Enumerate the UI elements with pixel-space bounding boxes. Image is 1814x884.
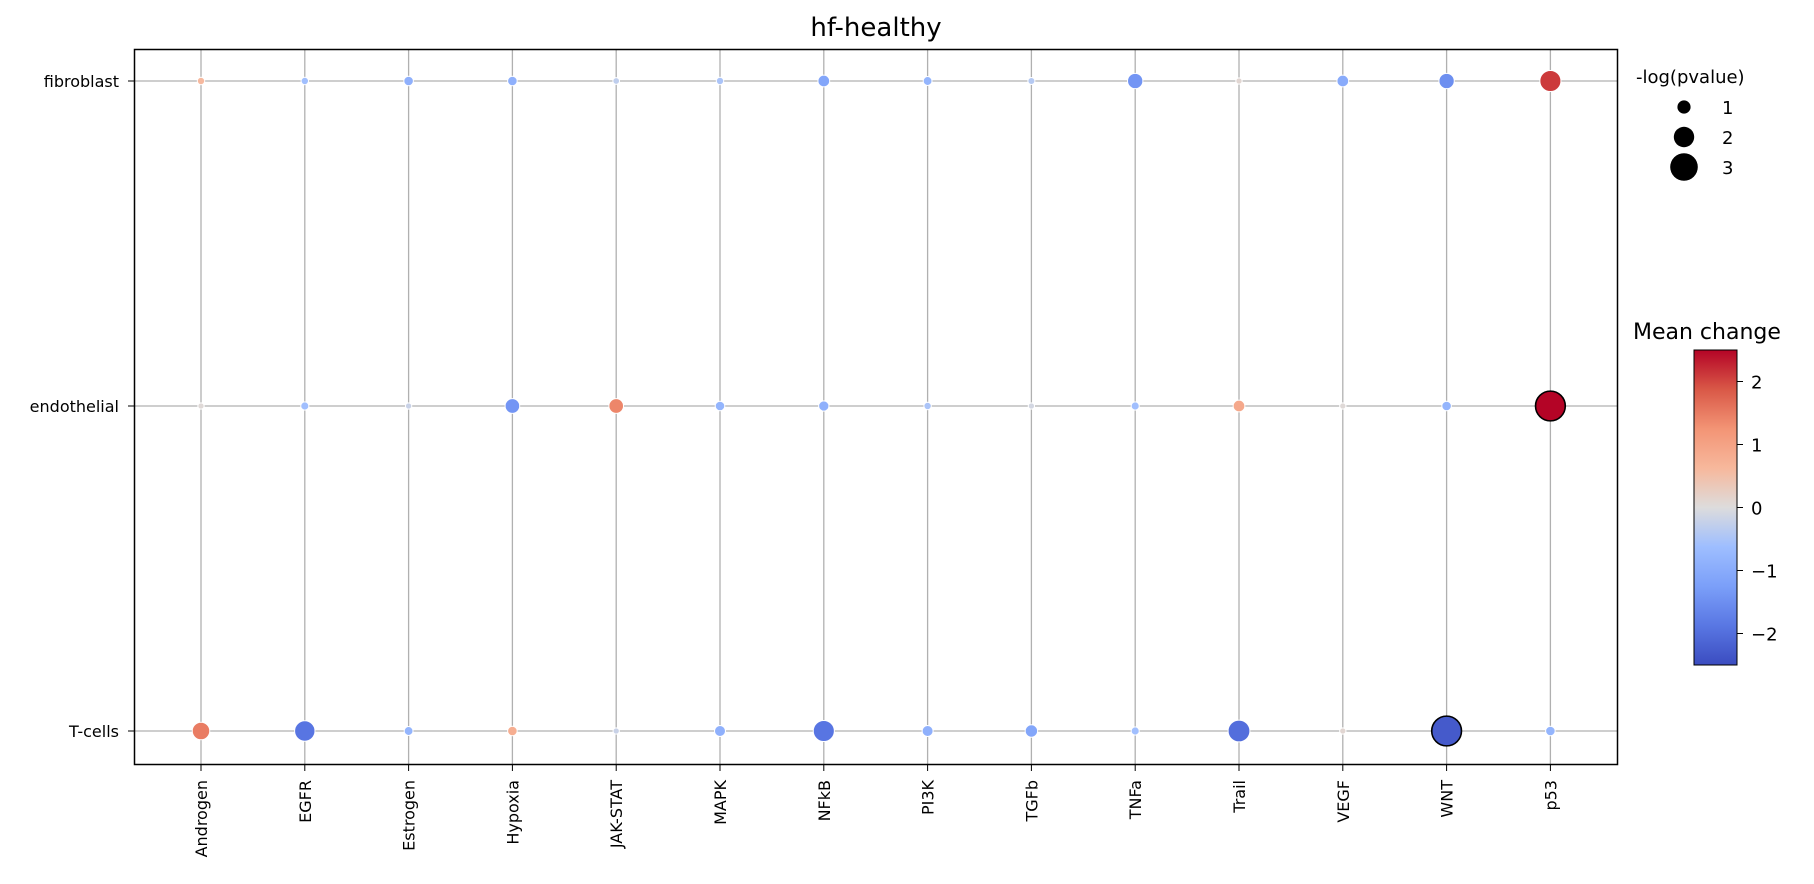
size-legend: -log(pvalue) 1 2 3 xyxy=(1636,67,1745,181)
colorbar: Mean change 2 1 0 −1 −2 xyxy=(1633,320,1781,666)
data-point xyxy=(191,721,211,741)
y-axis: fibroblast endothelial T-cells xyxy=(30,72,134,741)
x-tick-label: Hypoxia xyxy=(503,780,522,845)
data-point xyxy=(196,76,206,86)
data-point xyxy=(507,75,518,87)
x-tick-label: Trail xyxy=(1230,780,1249,814)
y-tick-label: endothelial xyxy=(30,397,119,416)
colorbar-gradient xyxy=(1693,349,1738,666)
data-point xyxy=(197,402,205,410)
data-point xyxy=(403,75,414,87)
data-point xyxy=(300,401,310,411)
colorbar-tick-label: −2 xyxy=(1751,625,1778,646)
data-point xyxy=(923,401,932,411)
size-legend-label: 1 xyxy=(1722,98,1733,119)
plot-frame xyxy=(133,48,1619,766)
data-point xyxy=(1027,76,1036,86)
data-point xyxy=(1534,390,1567,422)
data-point xyxy=(1539,69,1562,93)
data-point xyxy=(922,76,933,86)
size-legend-marker xyxy=(1677,100,1691,114)
x-tick-label: TNFa xyxy=(1126,780,1145,820)
data-point xyxy=(715,76,725,86)
data-point xyxy=(507,725,518,737)
colorbar-tick-label: −1 xyxy=(1751,562,1778,583)
colorbar-title: Mean change xyxy=(1633,320,1781,345)
data-point xyxy=(1232,399,1246,413)
size-legend-marker xyxy=(1670,153,1698,181)
x-tick-label: Estrogen xyxy=(400,780,419,851)
y-tick-label: fibroblast xyxy=(44,72,119,91)
data-point xyxy=(1130,401,1140,411)
chart-title: hf-healthy xyxy=(810,13,941,43)
data-point xyxy=(818,400,830,412)
data-point xyxy=(294,720,316,742)
grid-lines xyxy=(135,50,1617,764)
data-point xyxy=(608,398,625,414)
data-point xyxy=(300,76,310,86)
size-legend-marker xyxy=(1673,126,1695,148)
size-legend-label: 2 xyxy=(1722,128,1733,149)
data-point xyxy=(812,719,835,743)
data-point xyxy=(1227,719,1251,743)
data-point xyxy=(817,74,831,88)
data-point xyxy=(1027,402,1036,410)
y-tick-label: T-cells xyxy=(68,722,119,741)
colorbar-tick-label: 0 xyxy=(1751,499,1762,520)
data-point xyxy=(1336,74,1350,88)
x-tick-label: PI3K xyxy=(919,780,938,816)
x-axis: Androgen EGFR Estrogen Hypoxia JAK-STAT MAPK N… xyxy=(192,765,1560,857)
data-point xyxy=(612,77,621,85)
size-legend-title: -log(pvalue) xyxy=(1636,67,1745,88)
x-tick-label: WNT xyxy=(1438,780,1457,818)
data-point xyxy=(1339,402,1347,410)
x-tick-label: p53 xyxy=(1541,780,1560,811)
x-tick-label: NFkB xyxy=(815,780,834,821)
data-points xyxy=(191,69,1567,747)
colorbar-tick-label: 1 xyxy=(1751,436,1762,457)
data-point xyxy=(1545,725,1556,737)
data-point xyxy=(1127,72,1144,90)
x-tick-label: TGFb xyxy=(1022,780,1041,823)
data-point xyxy=(1130,726,1140,736)
x-tick-label: MAPK xyxy=(711,779,730,824)
data-point xyxy=(713,724,727,738)
data-point xyxy=(404,402,413,410)
data-point xyxy=(1339,727,1347,735)
x-tick-label: VEGF xyxy=(1334,780,1353,823)
data-point xyxy=(1438,72,1455,90)
data-point xyxy=(1024,724,1039,738)
data-point xyxy=(1430,715,1463,747)
size-legend-label: 3 xyxy=(1722,158,1733,179)
colorbar-tick-label: 2 xyxy=(1751,373,1762,394)
data-point xyxy=(1235,77,1243,85)
data-point xyxy=(921,724,934,738)
x-tick-label: JAK-STAT xyxy=(607,780,626,849)
data-point xyxy=(612,727,620,735)
data-point xyxy=(403,726,414,736)
data-point xyxy=(714,400,726,412)
data-point xyxy=(504,398,521,414)
data-point xyxy=(1441,400,1452,412)
x-tick-label: Androgen xyxy=(192,780,211,857)
x-tick-label: EGFR xyxy=(296,780,315,823)
